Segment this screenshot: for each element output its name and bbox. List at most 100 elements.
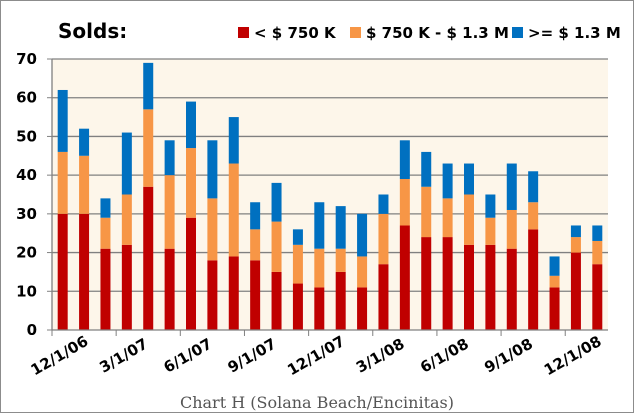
bar-segment-under-750k [421, 237, 432, 330]
bar-segment-under-750k [335, 271, 346, 330]
x-tick-label: 12/1/06 [28, 332, 92, 379]
bar-segment-under-750k [464, 244, 474, 330]
legend-label-under-750k: < $ 750 K [254, 24, 337, 42]
bar-segment-over-1-3m [314, 202, 325, 249]
bar-segment-under-750k [271, 271, 282, 330]
bar-segment-over-1-3m [570, 225, 581, 238]
legend-swatch-750k-1-3m [350, 27, 361, 38]
bar-segment-over-1-3m [143, 62, 154, 110]
bar-segment-over-1-3m [528, 171, 539, 203]
bar-segment-750k-1-3m [357, 256, 368, 288]
y-tick-label: 40 [16, 166, 37, 184]
bar-segment-over-1-3m [250, 202, 261, 230]
bar-segment-750k-1-3m [207, 198, 218, 261]
bar-segment-750k-1-3m [335, 248, 346, 272]
bar-segment-750k-1-3m [570, 237, 581, 253]
bar-segment-over-1-3m [292, 229, 303, 245]
bar-segment-over-1-3m [592, 225, 603, 241]
y-tick-label: 0 [27, 321, 37, 339]
bar-segment-over-1-3m [100, 198, 111, 218]
legend-swatch-over-1-3m [512, 27, 523, 38]
y-tick-label: 60 [16, 89, 37, 107]
bar-segment-750k-1-3m [271, 221, 282, 272]
bar-segment-under-750k [549, 287, 560, 330]
x-tick-label: 9/1/07 [225, 335, 280, 377]
bar-segment-over-1-3m [549, 256, 560, 276]
chart-caption: Chart H (Solana Beach/Encinitas) [180, 393, 454, 412]
y-tick-label: 70 [16, 50, 37, 68]
bar-segment-over-1-3m [186, 101, 196, 149]
bar-segment-over-1-3m [485, 194, 496, 218]
bar-segment-over-1-3m [228, 117, 239, 164]
chart-title: Solds: [58, 19, 127, 43]
bar-segment-over-1-3m [506, 163, 517, 210]
bar-segment-under-750k [357, 287, 368, 330]
legend-label-750k-1-3m: $ 750 K - $ 1.3 M [366, 24, 509, 42]
y-tick-label: 20 [16, 244, 37, 262]
bar-segment-over-1-3m [464, 163, 474, 195]
bar-segment-750k-1-3m [100, 217, 111, 249]
bar-segment-over-1-3m [121, 132, 132, 195]
bar-segment-750k-1-3m [378, 213, 389, 265]
bar-segment-750k-1-3m [57, 151, 68, 214]
x-tick-label: 12/1/08 [541, 332, 605, 379]
bar-segment-750k-1-3m [485, 217, 496, 245]
bar-segment-over-1-3m [57, 89, 68, 152]
bar-segment-750k-1-3m [421, 186, 432, 238]
x-tick-label: 3/1/08 [353, 335, 408, 377]
bar-segment-under-750k [378, 264, 389, 330]
bars [57, 62, 603, 330]
bar-segment-under-750k [228, 256, 239, 330]
bar-segment-under-750k [143, 186, 154, 330]
bar-segment-750k-1-3m [121, 194, 132, 245]
bar-segment-under-750k [79, 213, 90, 330]
bar-segment-750k-1-3m [164, 175, 175, 249]
x-tick-label: 6/1/08 [417, 335, 472, 377]
bar-segment-750k-1-3m [292, 244, 303, 284]
bar-segment-under-750k [528, 229, 539, 330]
bar-segment-over-1-3m [164, 140, 175, 176]
y-tick-label: 30 [16, 205, 37, 223]
bar-segment-under-750k [100, 248, 111, 330]
bar-segment-under-750k [292, 283, 303, 330]
bar-segment-under-750k [250, 260, 261, 330]
legend: < $ 750 K $ 750 K - $ 1.3 M >= $ 1.3 M [238, 24, 621, 42]
bar-segment-750k-1-3m [592, 240, 603, 265]
bar-segment-over-1-3m [378, 194, 389, 214]
bar-segment-750k-1-3m [464, 194, 474, 245]
bar-segment-750k-1-3m [506, 209, 517, 249]
bar-segment-over-1-3m [79, 128, 90, 156]
bar-segment-under-750k [207, 260, 218, 330]
plot-area [52, 59, 608, 330]
bar-segment-750k-1-3m [143, 109, 154, 187]
bar-segment-750k-1-3m [549, 275, 560, 288]
bar-segment-under-750k [399, 225, 410, 330]
bar-segment-750k-1-3m [186, 148, 196, 218]
bar-segment-under-750k [442, 237, 453, 330]
bar-segment-750k-1-3m [314, 248, 325, 288]
bar-segment-under-750k [57, 213, 68, 330]
bar-segment-under-750k [592, 264, 603, 330]
bar-segment-over-1-3m [399, 140, 410, 180]
y-tick-label: 10 [16, 282, 37, 300]
bar-segment-750k-1-3m [228, 163, 239, 257]
bar-segment-over-1-3m [207, 140, 218, 199]
bar-segment-under-750k [485, 244, 496, 330]
y-tick-label: 50 [16, 127, 37, 145]
bar-segment-750k-1-3m [250, 229, 261, 261]
x-axis-ticks: 12/1/06 3/1/07 6/1/07 9/1/07 12/1/07 3/1/08 6/… [28, 330, 605, 379]
bar-segment-under-750k [121, 244, 132, 330]
bar-segment-over-1-3m [335, 206, 346, 249]
x-tick-label: 3/1/07 [96, 335, 151, 377]
bar-segment-under-750k [506, 248, 517, 330]
legend-swatch-under-750k [238, 27, 249, 38]
x-tick-label: 12/1/07 [284, 332, 348, 379]
bar-segment-750k-1-3m [399, 179, 410, 226]
bar-segment-over-1-3m [271, 182, 282, 222]
bar-segment-750k-1-3m [79, 155, 90, 214]
bar-segment-under-750k [570, 252, 581, 330]
bar-segment-over-1-3m [442, 163, 453, 199]
bar-segment-over-1-3m [421, 151, 432, 187]
x-tick-label: 6/1/07 [160, 335, 215, 377]
